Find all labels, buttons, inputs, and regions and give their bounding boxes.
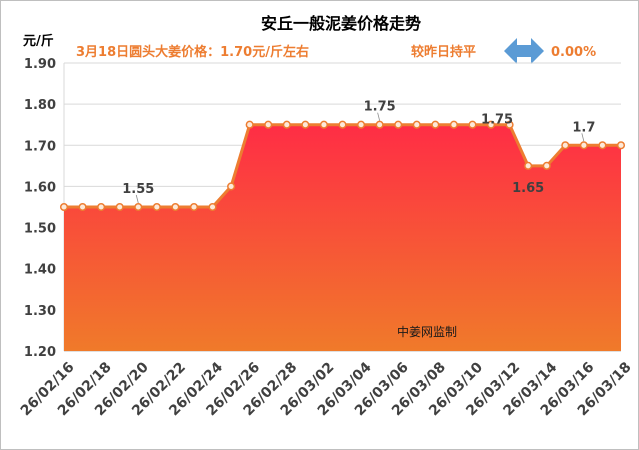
data-label: 1.55 [122, 182, 154, 197]
data-label: 1.7 [572, 120, 595, 135]
data-point [282, 120, 291, 129]
data-point [78, 202, 87, 212]
area-series [64, 123, 621, 351]
data-label: 1.75 [364, 100, 396, 115]
data-point [264, 120, 273, 129]
data-point [449, 120, 458, 129]
data-label: 1.65 [512, 181, 544, 196]
change-value: 0.00% [551, 45, 596, 60]
watermark: 中姜网监制 [397, 324, 457, 339]
data-point [524, 161, 533, 170]
data-point [115, 202, 124, 212]
data-point [412, 120, 421, 129]
data-point [301, 120, 310, 129]
y-tick-label: 1.30 [24, 304, 56, 319]
y-tick-label: 1.80 [24, 98, 56, 113]
y-tick-label: 1.60 [24, 180, 56, 195]
data-point [598, 141, 607, 150]
data-point [227, 182, 236, 191]
data-point [134, 202, 143, 212]
chart-title: 安丘一般泥姜价格走势 [261, 14, 421, 33]
data-point [616, 141, 626, 150]
area-fill [64, 124, 621, 351]
data-point [208, 202, 217, 212]
data-label-leader [581, 133, 585, 142]
data-point [357, 120, 366, 129]
data-point [189, 202, 199, 212]
double-arrow-icon [504, 38, 544, 64]
x-axis-ticks: 26/02/1626/02/1826/02/2026/02/2226/02/24… [18, 359, 635, 419]
data-point [542, 161, 551, 170]
y-axis-ticks: 1.20 1.30 1.40 1.50 1.60 1.70 1.80 1.90 [24, 57, 56, 360]
y-axis-label: 元/斤 [23, 33, 54, 49]
data-label-leader [377, 112, 381, 121]
data-point [561, 141, 570, 150]
data-point [431, 120, 440, 129]
data-label: 1.75 [481, 113, 513, 128]
y-tick-label: 1.40 [24, 263, 56, 278]
data-point [579, 141, 588, 150]
data-point [171, 202, 180, 212]
data-point [468, 120, 477, 129]
y-tick-label: 1.90 [24, 57, 56, 72]
data-point [245, 120, 254, 129]
y-tick-label: 1.50 [24, 222, 56, 237]
data-point [59, 202, 69, 212]
data-point [97, 202, 106, 212]
data-point [394, 120, 403, 129]
y-tick-label: 1.20 [24, 345, 56, 360]
data-point [375, 120, 384, 129]
data-labels: 1.55 1.75 1.75 1.65 1.7 [122, 100, 595, 204]
change-label: 较昨日持平 [411, 44, 476, 60]
data-point [319, 120, 328, 129]
data-points [59, 120, 626, 212]
chart-subtitle: 3月18日圆头大姜价格：1.70元/斤左右 [76, 44, 309, 60]
y-tick-label: 1.70 [24, 139, 56, 154]
data-label-leader [135, 194, 139, 204]
data-point [486, 120, 496, 129]
data-point [505, 120, 514, 129]
data-point [338, 120, 347, 129]
data-point [152, 202, 161, 212]
